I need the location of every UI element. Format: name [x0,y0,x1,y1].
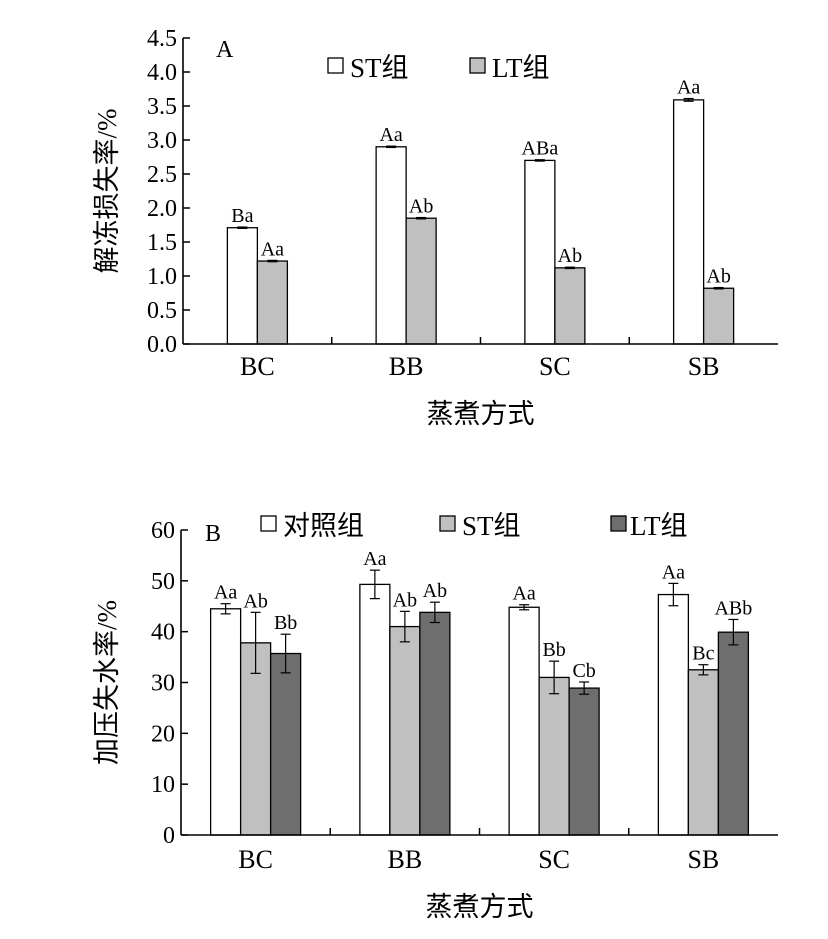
legend-swatch [439,515,456,532]
bar [226,227,259,345]
bar [419,611,451,836]
significance-label: Cb [572,660,595,682]
y-tick-label: 40 [151,620,175,646]
significance-label: ABa [522,138,559,160]
x-axis-title: 蒸煮方式 [427,399,535,429]
significance-label: Ab [243,590,267,612]
legend-label: ST组 [350,53,409,83]
bar [524,159,556,345]
bar [269,652,302,836]
bar [375,146,407,345]
x-axis-title: 蒸煮方式 [426,892,534,922]
significance-label: Aa [214,582,237,604]
x-category-label: SB [687,845,719,874]
bar [256,260,289,345]
legend-label: 对照组 [283,511,364,541]
x-category-label: BB [389,352,424,381]
panel-label: A [216,37,234,63]
bar [538,676,570,836]
bar [209,608,242,836]
legend-swatch [260,515,277,532]
bar [389,625,421,836]
x-category-label: BB [388,845,423,874]
y-tick-label: 1.0 [147,264,177,290]
y-tick-label: 2.0 [147,196,177,222]
y-tick-label: 3.0 [147,128,177,154]
y-tick-label: 4.0 [147,60,177,86]
bar [672,99,705,345]
x-category-label: SC [539,352,571,381]
significance-label: Aa [261,238,284,260]
chart-a: 0.0 0.5 1.0 1.5 2.0 2.5 3.0 3.5 4.0 4.5 Ba Aa BC Aa Ab… [92,26,778,429]
bar [657,593,690,836]
bar [405,217,437,345]
legend-swatch [469,57,486,74]
significance-label: Bc [692,643,714,665]
y-axis-title: 加压失水率/% [92,600,122,765]
y-tick-label: 0.5 [147,298,177,324]
x-category-label: BC [238,845,273,874]
y-tick-label: 0 [163,823,175,849]
significance-label: ABb [714,597,752,619]
significance-label: Bb [274,612,297,634]
y-tick-label: 10 [151,772,175,798]
y-tick-label: 20 [151,721,175,747]
legend-label: LT组 [630,511,688,541]
bar [717,631,750,836]
bar [702,287,735,345]
bar [687,669,720,836]
significance-label: Ab [706,266,730,288]
significance-label: Aa [379,124,402,146]
y-tick-label: 60 [151,518,175,544]
significance-label: Ab [393,589,417,611]
significance-label: Aa [677,77,700,99]
significance-label: Aa [662,561,685,583]
y-tick-label: 50 [151,569,175,595]
significance-label: Aa [512,583,535,605]
y-tick-label: 0.0 [147,332,177,358]
x-category-label: BC [240,352,275,381]
bar [568,687,600,836]
significance-label: Ba [231,205,253,227]
significance-label: Ab [423,580,447,602]
x-category-label: SB [688,352,720,381]
significance-label: Ab [409,196,433,218]
bar [554,267,586,345]
y-tick-label: 3.5 [147,94,177,120]
y-axis-title: 解冻损失率/% [92,109,122,274]
bar [508,606,540,836]
significance-label: Ab [558,245,582,267]
y-tick-label: 1.5 [147,230,177,256]
significance-label: Bb [542,639,565,661]
chart-b: 0 10 20 30 40 50 60 Aa Ab Bb BC Aa Ab Ab BB Aa Bb Cb SC Aa B… [92,511,778,922]
x-category-label: SC [538,845,570,874]
y-tick-label: 2.5 [147,162,177,188]
legend-label: LT组 [492,53,550,83]
y-tick-label: 4.5 [147,26,177,52]
legend-swatch [327,57,344,74]
y-tick-label: 30 [151,671,175,697]
panel-label: B [205,521,221,547]
significance-label: Aa [363,548,386,570]
bar [359,583,391,836]
legend-swatch [610,515,627,532]
legend-label: ST组 [462,511,521,541]
